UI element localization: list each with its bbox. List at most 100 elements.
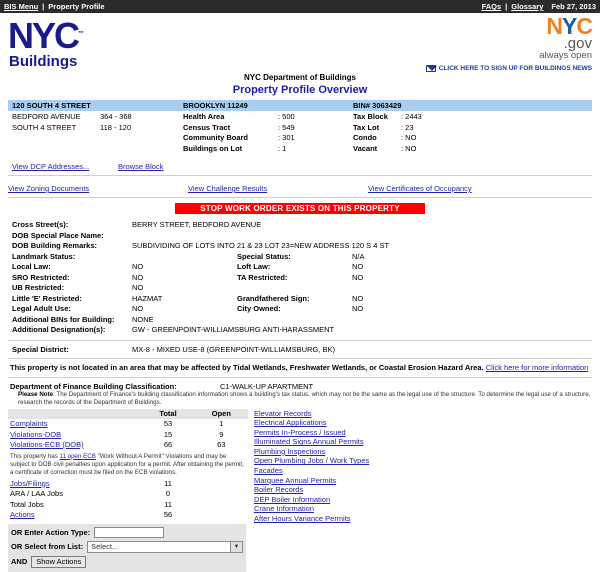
table-row: Jobs/Filings 11 <box>8 479 248 490</box>
detail-value: NO <box>132 304 144 313</box>
jobs-row-name: Jobs/Filings <box>8 479 141 490</box>
fact-value: : 2443 <box>401 112 422 121</box>
fact-label: Community Board <box>183 133 249 142</box>
detail-row-cross-streets: Cross Street(s): BERRY STREET, BEDFORD A… <box>12 220 592 231</box>
divider-five <box>8 376 592 378</box>
marquee-annual-permits-link[interactable]: Marquee Annual Permits <box>254 475 337 485</box>
view-zoning-documents-link[interactable]: View Zoning Documents <box>8 184 90 193</box>
newsletter-signup-link[interactable]: CLICK HERE TO SIGN UP FOR BUILDINGS NEWS <box>425 65 592 72</box>
view-challenge-results-link[interactable]: View Challenge Results <box>188 184 268 193</box>
nyc-logo-text: NYC <box>8 15 80 56</box>
view-dcp-addresses-link[interactable]: View DCP Addresses... <box>12 162 90 171</box>
jobs-row-spacer <box>195 500 248 511</box>
table-row: ARA / LAA Jobs 0 <box>8 489 248 500</box>
address-alias-row: BEDFORD AVENUE 364 - 368 <box>12 112 183 123</box>
actions-link[interactable]: Actions <box>10 510 35 519</box>
topbar-right-group: FAQs | Glossary Feb 27, 2013 <box>482 2 596 11</box>
detail-row-legal-adult-use: Legal Adult Use: NO City Owned: NO <box>12 304 592 315</box>
jobs-row-name: Total Jobs <box>10 499 44 509</box>
detail-row-sro-restricted: SRO Restricted: NO TA Restricted: NO <box>12 273 592 284</box>
crane-information-link[interactable]: Crane Information <box>254 504 315 514</box>
counts-row-open: 63 <box>217 440 226 449</box>
glossary-link[interactable]: Glossary <box>511 2 544 11</box>
newsletter-signup-label: CLICK HERE TO SIGN UP FOR BUILDINGS NEWS <box>438 65 592 72</box>
wetlands-more-info-link[interactable]: Click here for more information <box>485 362 589 372</box>
page-title: Property Profile <box>48 2 105 11</box>
detail-label-2: Grandfathered Sign: <box>237 293 310 303</box>
address-alias-column: BEDFORD AVENUE 364 - 368 SOUTH 4 STREET … <box>8 112 183 154</box>
trademark-symbol: ™ <box>78 31 85 37</box>
fact-value: : 1 <box>278 143 287 153</box>
topbar-separator: | <box>42 2 45 11</box>
illuminated-signs-permits-link[interactable]: Illuminated Signs Annual Permits <box>254 437 364 447</box>
counts-row-name: Complaints <box>8 419 141 430</box>
nyc-buildings-logo[interactable]: NYC™ <box>8 15 85 56</box>
detail-row-landmark-status: Landmark Status: Special Status: N/A <box>12 252 592 263</box>
detail-label-2: City Owned: <box>237 304 281 313</box>
view-certificates-of-occupancy-link[interactable]: View Certificates of Occupancy <box>368 184 472 193</box>
dep-boiler-information-link[interactable]: DEP Boiler Information <box>254 494 331 504</box>
action-search-form: OR Enter Action Type: OR Select from Lis… <box>8 523 246 572</box>
violations-ecb-link[interactable]: Violations-ECB (DOB) <box>10 440 84 449</box>
detail-label-2: Loft Law: <box>237 262 271 271</box>
detail-label: Additional Designation(s): <box>12 325 106 334</box>
open-plumbing-jobs-link[interactable]: Open Plumbing Jobs / Work Types <box>254 456 370 466</box>
jobs-row-total: 11 <box>164 499 172 509</box>
counts-column: Total Open Complaints 53 1 Violations-DO… <box>8 408 248 572</box>
detail-label: Legal Adult Use: <box>12 304 71 313</box>
wetlands-text: This property is not located in an area … <box>10 362 484 372</box>
open-ecb-link[interactable]: 11 open ECB <box>59 452 96 460</box>
electrical-applications-link[interactable]: Electrical Applications <box>254 418 327 428</box>
detail-label: Little 'E' Restricted: <box>12 293 82 303</box>
facades-link[interactable]: Facades <box>254 466 283 476</box>
nyc-gov-logo[interactable]: NYC .gov always open <box>539 13 593 61</box>
detail-label: SRO Restricted: <box>12 272 70 282</box>
permits-in-process-link[interactable]: Permits In-Process / Issued <box>254 427 346 437</box>
detail-label-2: Special Status: <box>237 251 291 261</box>
coo-cell: View Certificates of Occupancy <box>368 184 472 193</box>
detail-label: DOB Building Remarks: <box>12 241 98 250</box>
fact-label: Tax Lot <box>353 122 380 132</box>
divider-two <box>8 197 592 198</box>
dcp-addresses-cell: View DCP Addresses... <box>8 162 118 171</box>
nycgov-tagline: always open <box>539 50 592 61</box>
alias-street: BEDFORD AVENUE <box>12 112 81 121</box>
fact-row-tax-block: Tax Block : 2443 <box>353 112 533 123</box>
finance-note-prefix: Please Note <box>18 390 54 398</box>
jobs-row-spacer <box>195 479 248 490</box>
show-actions-button[interactable]: Show Actions <box>31 555 87 568</box>
jobs-filings-link[interactable]: Jobs/Filings <box>10 478 50 488</box>
complaints-link[interactable]: Complaints <box>10 419 48 428</box>
alias-street: SOUTH 4 STREET <box>12 122 77 132</box>
wetlands-notice: This property is not located in an area … <box>8 363 592 373</box>
top-navigation-bar: BIS Menu | Property Profile FAQs | Gloss… <box>0 0 600 13</box>
envelope-icon <box>425 65 437 72</box>
plumbing-inspections-link[interactable]: Plumbing Inspections <box>254 446 326 456</box>
counts-table: Total Open Complaints 53 1 Violations-DO… <box>8 408 248 451</box>
browse-block-link[interactable]: Browse Block <box>118 162 164 171</box>
boiler-records-link[interactable]: Boiler Records <box>254 485 304 495</box>
detail-label: UB Restricted: <box>12 283 65 292</box>
fact-value: : 301 <box>278 133 295 142</box>
detail-row-additional-designations: Additional Designation(s): GW - GREENPOI… <box>12 325 592 336</box>
property-facts-grid: BEDFORD AVENUE 364 - 368 SOUTH 4 STREET … <box>8 112 592 154</box>
fact-label: Condo <box>353 133 377 142</box>
elevator-records-link[interactable]: Elevator Records <box>254 408 312 418</box>
detail-value-2: NO <box>352 304 364 313</box>
faqs-link[interactable]: FAQs <box>481 2 502 11</box>
action-list-row: OR Select from List: Select... ▼ <box>11 540 243 553</box>
borough-zip: BROOKLYN 11249 <box>183 101 248 110</box>
detail-value: NO <box>132 272 144 282</box>
action-list-selected-value: Select... <box>91 542 119 551</box>
bin-number: BIN# 3063429 <box>353 101 402 110</box>
detail-value-2: N/A <box>352 251 365 261</box>
violations-dob-link[interactable]: Violations-DOB <box>10 429 62 439</box>
action-list-select[interactable]: Select... ▼ <box>87 540 243 553</box>
nycgov-letter-n: N <box>546 13 563 39</box>
detail-value: NONE <box>132 314 154 324</box>
browse-block-cell: Browse Block <box>118 162 163 171</box>
bis-menu-link[interactable]: BIS Menu <box>4 2 39 11</box>
branding-band: NYC™ Buildings NYC .gov always open CLIC… <box>0 13 600 73</box>
after-hours-variance-permits-link[interactable]: After Hours Variance Permits <box>254 514 351 524</box>
action-type-input[interactable] <box>94 526 165 538</box>
